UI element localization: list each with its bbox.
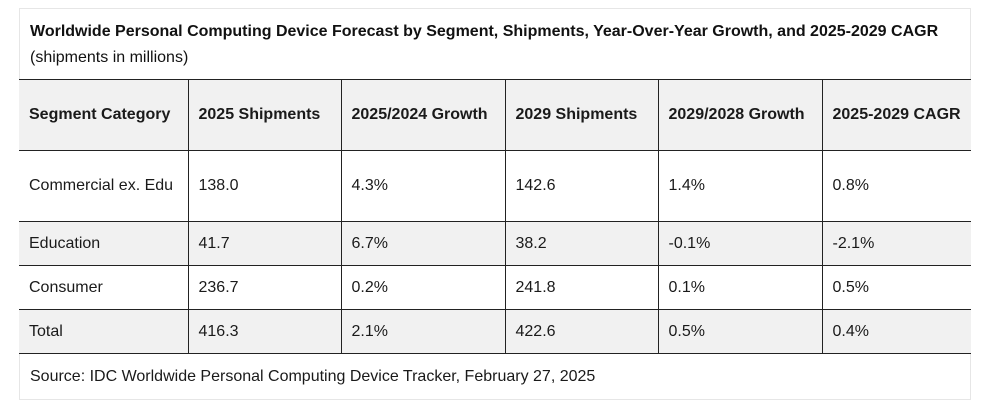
cell-2025-shipments: 416.3	[187, 309, 342, 354]
cell-segment: Consumer	[19, 265, 189, 310]
cell-2029-2028-growth: 0.5%	[657, 309, 823, 354]
table-title: Worldwide Personal Computing Device Fore…	[30, 23, 939, 40]
table-caption: Worldwide Personal Computing Device Fore…	[30, 19, 940, 71]
cell-segment: Commercial ex. Edu	[19, 150, 189, 222]
cell-2025-2029-cagr: 0.8%	[821, 150, 971, 222]
cell-2029-2028-growth: -0.1%	[657, 221, 823, 266]
table-row: Education 41.7 6.7% 38.2 -0.1% -2.1%	[19, 221, 971, 266]
table-header-row: Segment Category 2025 Shipments 2025/202…	[19, 79, 971, 151]
cell-2029-shipments: 38.2	[504, 221, 659, 266]
cell-2025-2024-growth: 4.3%	[340, 150, 506, 222]
cell-segment: Total	[19, 309, 189, 354]
cell-2025-2029-cagr: -2.1%	[821, 221, 971, 266]
cell-2025-shipments: 138.0	[187, 150, 342, 222]
cell-2029-2028-growth: 0.1%	[657, 265, 823, 310]
table-row: Commercial ex. Edu 138.0 4.3% 142.6 1.4%…	[19, 150, 971, 222]
source-note: Source: IDC Worldwide Personal Computing…	[30, 368, 596, 385]
header-2029-2028-growth: 2029/2028 Growth	[657, 79, 823, 151]
header-2025-shipments: 2025 Shipments	[187, 79, 342, 151]
cell-2029-shipments: 422.6	[504, 309, 659, 354]
cell-2025-2024-growth: 6.7%	[340, 221, 506, 266]
header-2025-2029-cagr: 2025-2029 CAGR	[821, 79, 971, 151]
cell-2029-2028-growth: 1.4%	[657, 150, 823, 222]
cell-2025-2024-growth: 2.1%	[340, 309, 506, 354]
table-row: Total 416.3 2.1% 422.6 0.5% 0.4%	[19, 309, 971, 354]
cell-2025-2029-cagr: 0.4%	[821, 309, 971, 354]
cell-2025-shipments: 41.7	[187, 221, 342, 266]
cell-2025-2024-growth: 0.2%	[340, 265, 506, 310]
cell-2029-shipments: 142.6	[504, 150, 659, 222]
cell-2025-shipments: 236.7	[187, 265, 342, 310]
cell-segment: Education	[19, 221, 189, 266]
forecast-table: Segment Category 2025 Shipments 2025/202…	[19, 79, 971, 354]
header-segment-category: Segment Category	[19, 79, 189, 151]
table-row: Consumer 236.7 0.2% 241.8 0.1% 0.5%	[19, 265, 971, 310]
header-2025-2024-growth: 2025/2024 Growth	[340, 79, 506, 151]
table-subtitle: (shipments in millions)	[30, 49, 189, 66]
header-2029-shipments: 2029 Shipments	[504, 79, 659, 151]
forecast-table-card: Worldwide Personal Computing Device Fore…	[19, 8, 971, 400]
cell-2025-2029-cagr: 0.5%	[821, 265, 971, 310]
cell-2029-shipments: 241.8	[504, 265, 659, 310]
